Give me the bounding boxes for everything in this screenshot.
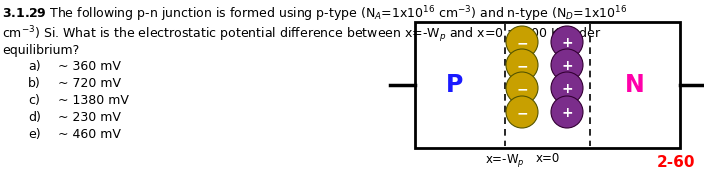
Text: equilibrium?: equilibrium? — [2, 44, 80, 57]
Text: a): a) — [28, 60, 41, 73]
Circle shape — [551, 72, 583, 104]
Text: x=-W$_p$: x=-W$_p$ — [485, 152, 524, 169]
Text: +: + — [561, 82, 573, 96]
Text: −: − — [516, 106, 528, 120]
Circle shape — [506, 49, 538, 81]
Text: ~ 460 mV: ~ 460 mV — [58, 128, 121, 141]
Bar — [415, 22, 680, 148]
Text: e): e) — [28, 128, 41, 141]
Circle shape — [506, 26, 538, 58]
Text: b): b) — [28, 77, 41, 90]
Text: ~ 230 mV: ~ 230 mV — [58, 111, 121, 124]
Circle shape — [506, 96, 538, 128]
Text: P: P — [446, 73, 464, 97]
Text: $\mathbf{3.1.29}$ The following p-n junction is formed using p-type (N$_A$=1x10$: $\mathbf{3.1.29}$ The following p-n junc… — [2, 4, 627, 24]
Circle shape — [506, 72, 538, 104]
Text: cm$^{-3}$) Si. What is the electrostatic potential difference between x=-W$_p$ a: cm$^{-3}$) Si. What is the electrostatic… — [2, 24, 602, 45]
Text: d): d) — [28, 111, 41, 124]
Circle shape — [551, 49, 583, 81]
Text: −: − — [516, 82, 528, 96]
Circle shape — [551, 26, 583, 58]
Text: 2-60: 2-60 — [657, 155, 695, 170]
Text: +: + — [561, 106, 573, 120]
Text: +: + — [561, 36, 573, 50]
Text: +: + — [561, 59, 573, 73]
Text: c): c) — [28, 94, 40, 107]
Circle shape — [551, 96, 583, 128]
Text: −: − — [516, 36, 528, 50]
Text: N: N — [625, 73, 645, 97]
Text: ~ 720 mV: ~ 720 mV — [58, 77, 121, 90]
Text: ~ 360 mV: ~ 360 mV — [58, 60, 121, 73]
Text: x=0: x=0 — [536, 152, 560, 165]
Text: ~ 1380 mV: ~ 1380 mV — [58, 94, 129, 107]
Text: −: − — [516, 59, 528, 73]
